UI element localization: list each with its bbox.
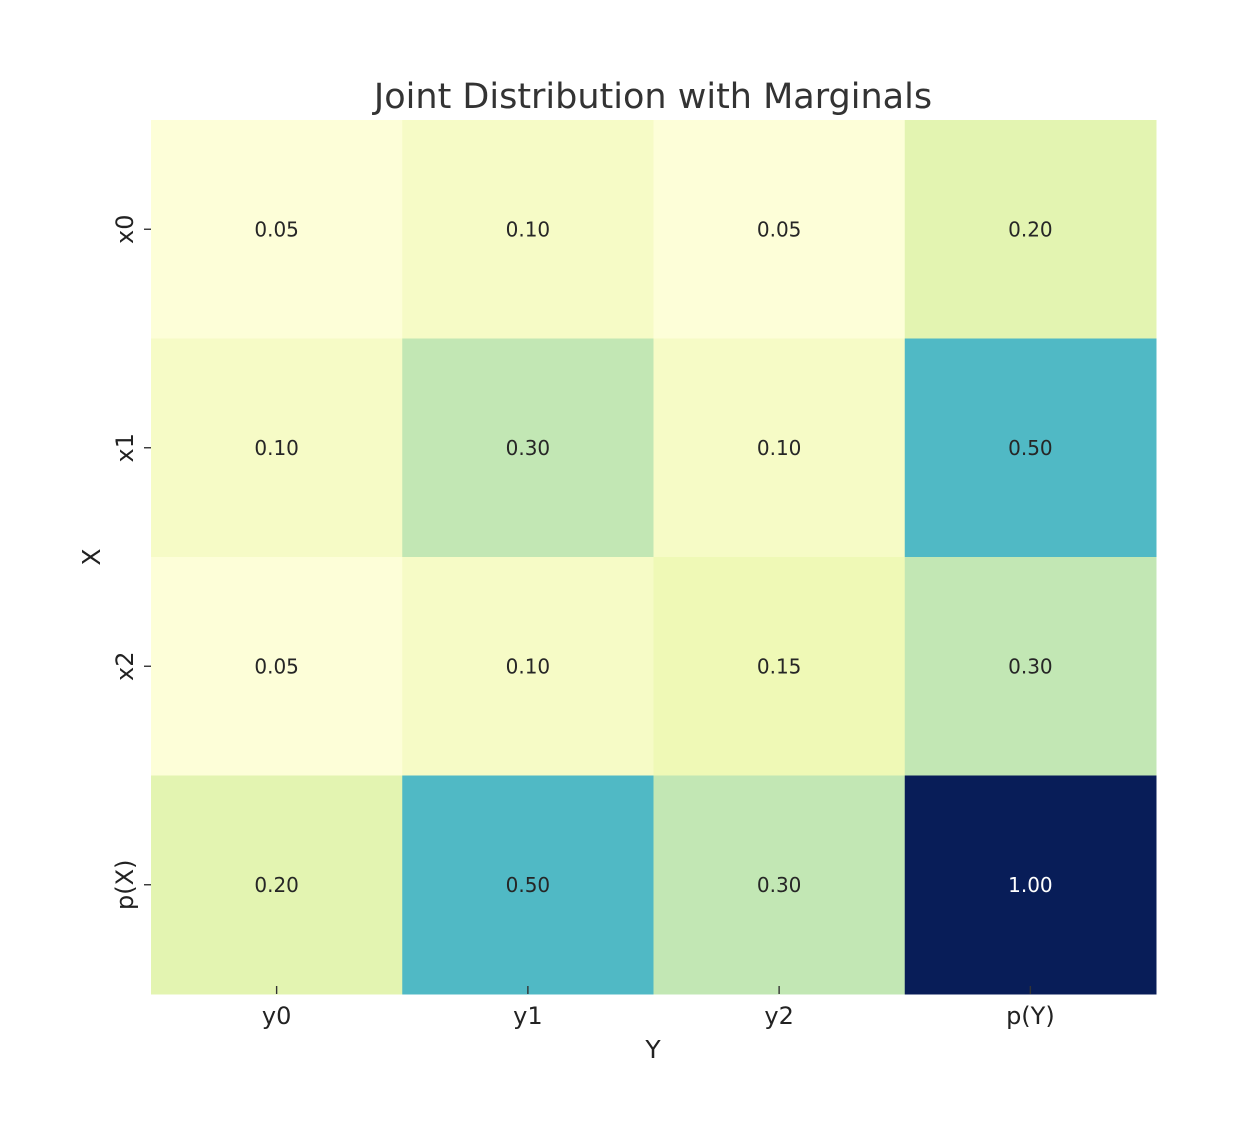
heatmap-cell-x1-p(Y) (904, 338, 1157, 558)
cell-value-label: 0.30 (757, 873, 802, 897)
cell-value-label: 0.30 (506, 436, 551, 460)
x-tick-label: p(Y) (1006, 1002, 1055, 1030)
heatmap-cell-p(X)-y2 (653, 775, 906, 995)
y-tick-label: p(X) (111, 860, 139, 910)
heatmap-cells: 0.05 0.10 0.05 0.20 0.10 0.30 0.10 0.50 0.05 0.10… (151, 120, 1157, 995)
cell-value-label: 0.20 (1008, 217, 1053, 241)
y-tick-label: x1 (111, 433, 139, 462)
cell-value-label: 0.05 (757, 217, 802, 241)
cell-value-label: 1.00 (1008, 873, 1053, 897)
x-tick-label: y1 (513, 1002, 542, 1030)
heatmap-cell-x2-y2 (653, 557, 906, 776)
heatmap-cell-p(X)-p(Y) (904, 775, 1157, 995)
heatmap-cell-p(X)-y1 (402, 775, 654, 995)
heatmap-cell-x1-y1 (402, 338, 654, 558)
cell-value-label: 0.30 (1008, 654, 1053, 678)
x-tick-label: y0 (262, 1002, 291, 1030)
cell-value-label: 0.50 (506, 873, 551, 897)
cell-value-label: 0.10 (506, 217, 551, 241)
heatmap-cell-x0-p(Y) (904, 120, 1157, 339)
x-axis-label: Y (644, 1035, 661, 1064)
heatmap-cell-x2-y1 (402, 557, 654, 776)
y-axis-label: X (77, 548, 106, 565)
cell-value-label: 0.15 (757, 654, 802, 678)
cell-value-label: 0.20 (254, 873, 299, 897)
y-tick-label: x2 (111, 652, 139, 681)
cell-value-label: 0.05 (254, 217, 299, 241)
x-tick-label: y2 (764, 1002, 793, 1030)
heatmap-cell-x0-y1 (402, 120, 654, 339)
heatmap-cell-x2-p(Y) (904, 557, 1157, 776)
cell-value-label: 0.10 (254, 436, 299, 460)
heatmap-cell-x2-y0 (151, 557, 403, 776)
cell-value-label: 0.10 (757, 436, 802, 460)
cell-value-label: 0.05 (254, 654, 299, 678)
cell-value-label: 0.10 (506, 654, 551, 678)
heatmap-cell-x1-y2 (653, 338, 906, 558)
heatmap-cell-x1-y0 (151, 338, 403, 558)
cell-value-label: 0.50 (1008, 436, 1053, 460)
chart-title: Joint Distribution with Marginals (372, 77, 932, 117)
heatmap-cell-x0-y2 (653, 120, 906, 339)
heatmap-cell-x0-y0 (151, 120, 403, 339)
y-axis-ticks: x0 x1 x2 p(X) (111, 215, 151, 910)
y-tick-label: x0 (111, 215, 139, 244)
heatmap-cell-p(X)-y0 (151, 775, 403, 995)
x-axis-ticks: y0 y1 y2 p(Y) (262, 986, 1055, 1030)
